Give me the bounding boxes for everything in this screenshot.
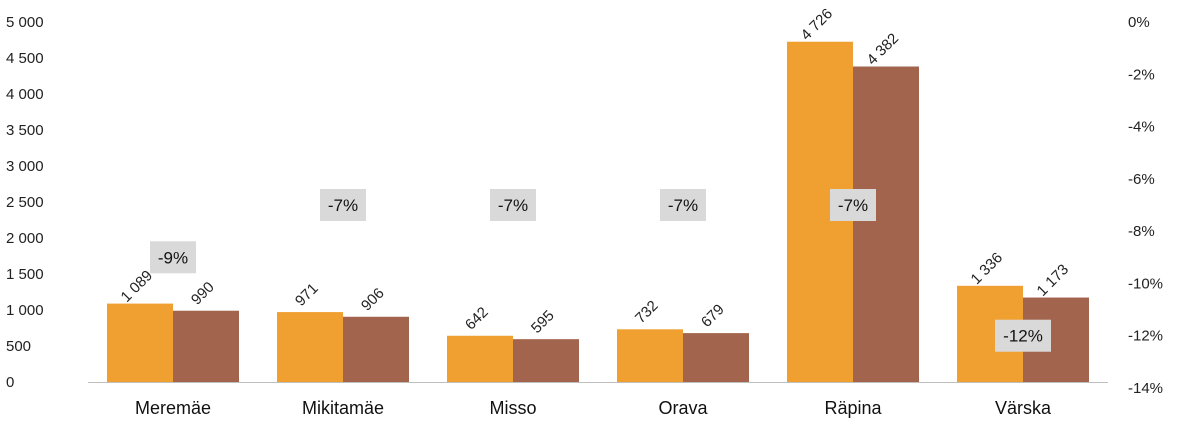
bar-value-label: 732	[632, 297, 662, 327]
change-label: -7%	[328, 196, 358, 215]
change-label-box	[320, 189, 366, 221]
bar-value-label: 4 726	[798, 5, 837, 44]
bar-value-label: 679	[698, 301, 728, 331]
bar-2-2	[343, 316, 409, 382]
y-left-tick-label: 1 000	[6, 302, 44, 319]
change-label: -7%	[498, 196, 528, 215]
change-label-box	[830, 189, 876, 221]
y-right-tick-label: -2%	[1128, 66, 1155, 83]
bar-value-label: 642	[462, 304, 492, 334]
bar-1-3	[447, 335, 513, 382]
change-label: -9%	[158, 248, 188, 267]
bar-1-4	[617, 329, 683, 382]
bar-value-label: 1 173	[1034, 261, 1073, 300]
change-label-box	[995, 319, 1051, 352]
bar-value-label: 906	[358, 285, 388, 315]
bar-value-label: 971	[292, 280, 322, 310]
axes-layer: Meremäe Mikitamäe Misso Orava Räpina Värska 0 5…	[6, 14, 1163, 418]
bars-layer	[107, 41, 1089, 383]
category-label: Värska	[995, 398, 1052, 418]
change-label-box	[490, 189, 536, 221]
bar-2-5	[853, 66, 919, 382]
category-label: Meremäe	[135, 398, 211, 418]
bar-1-1	[107, 303, 173, 382]
y-left-tick-label: 4 000	[6, 86, 44, 103]
bar-value-label: 1 336	[968, 249, 1007, 288]
bar-2-3	[513, 339, 579, 382]
y-left-tick-label: 4 500	[6, 50, 44, 67]
y-right-tick-label: -14%	[1128, 380, 1163, 397]
bar-1-2	[277, 312, 343, 382]
change-labels-layer: -9% -7% -7% -7% -7% -12%	[150, 189, 1051, 352]
bar-value-label: 595	[528, 307, 558, 337]
change-label: -7%	[668, 196, 698, 215]
change-label-box	[150, 241, 196, 274]
category-label: Räpina	[824, 398, 882, 418]
bar-value-label: 990	[188, 279, 218, 309]
y-left-tick-label: 3 000	[6, 158, 44, 175]
y-left-tick-label: 0	[6, 374, 14, 391]
change-label-box	[660, 189, 706, 221]
category-label: Misso	[489, 398, 536, 418]
y-right-tick-label: -6%	[1128, 171, 1155, 188]
y-left-tick-label: 500	[6, 338, 31, 355]
y-right-tick-label: -10%	[1128, 275, 1163, 292]
change-label: -7%	[838, 196, 868, 215]
y-left-tick-label: 2 000	[6, 230, 44, 247]
y-right-tick-label: 0%	[1128, 14, 1150, 31]
y-left-tick-label: 3 500	[6, 122, 44, 139]
y-right-tick-label: -12%	[1128, 328, 1163, 345]
bar-2-4	[683, 333, 749, 382]
y-left-tick-label: 2 500	[6, 194, 44, 211]
bar-2-1	[173, 310, 239, 382]
y-right-tick-label: -8%	[1128, 223, 1155, 240]
category-label: Orava	[658, 398, 708, 418]
y-left-tick-label: 1 500	[6, 266, 44, 283]
change-label: -12%	[1003, 327, 1043, 346]
category-label: Mikitamäe	[302, 398, 384, 418]
bar-value-label: 4 382	[864, 30, 903, 69]
y-right-tick-label: -4%	[1128, 119, 1155, 136]
y-left-tick-label: 5 000	[6, 14, 44, 31]
